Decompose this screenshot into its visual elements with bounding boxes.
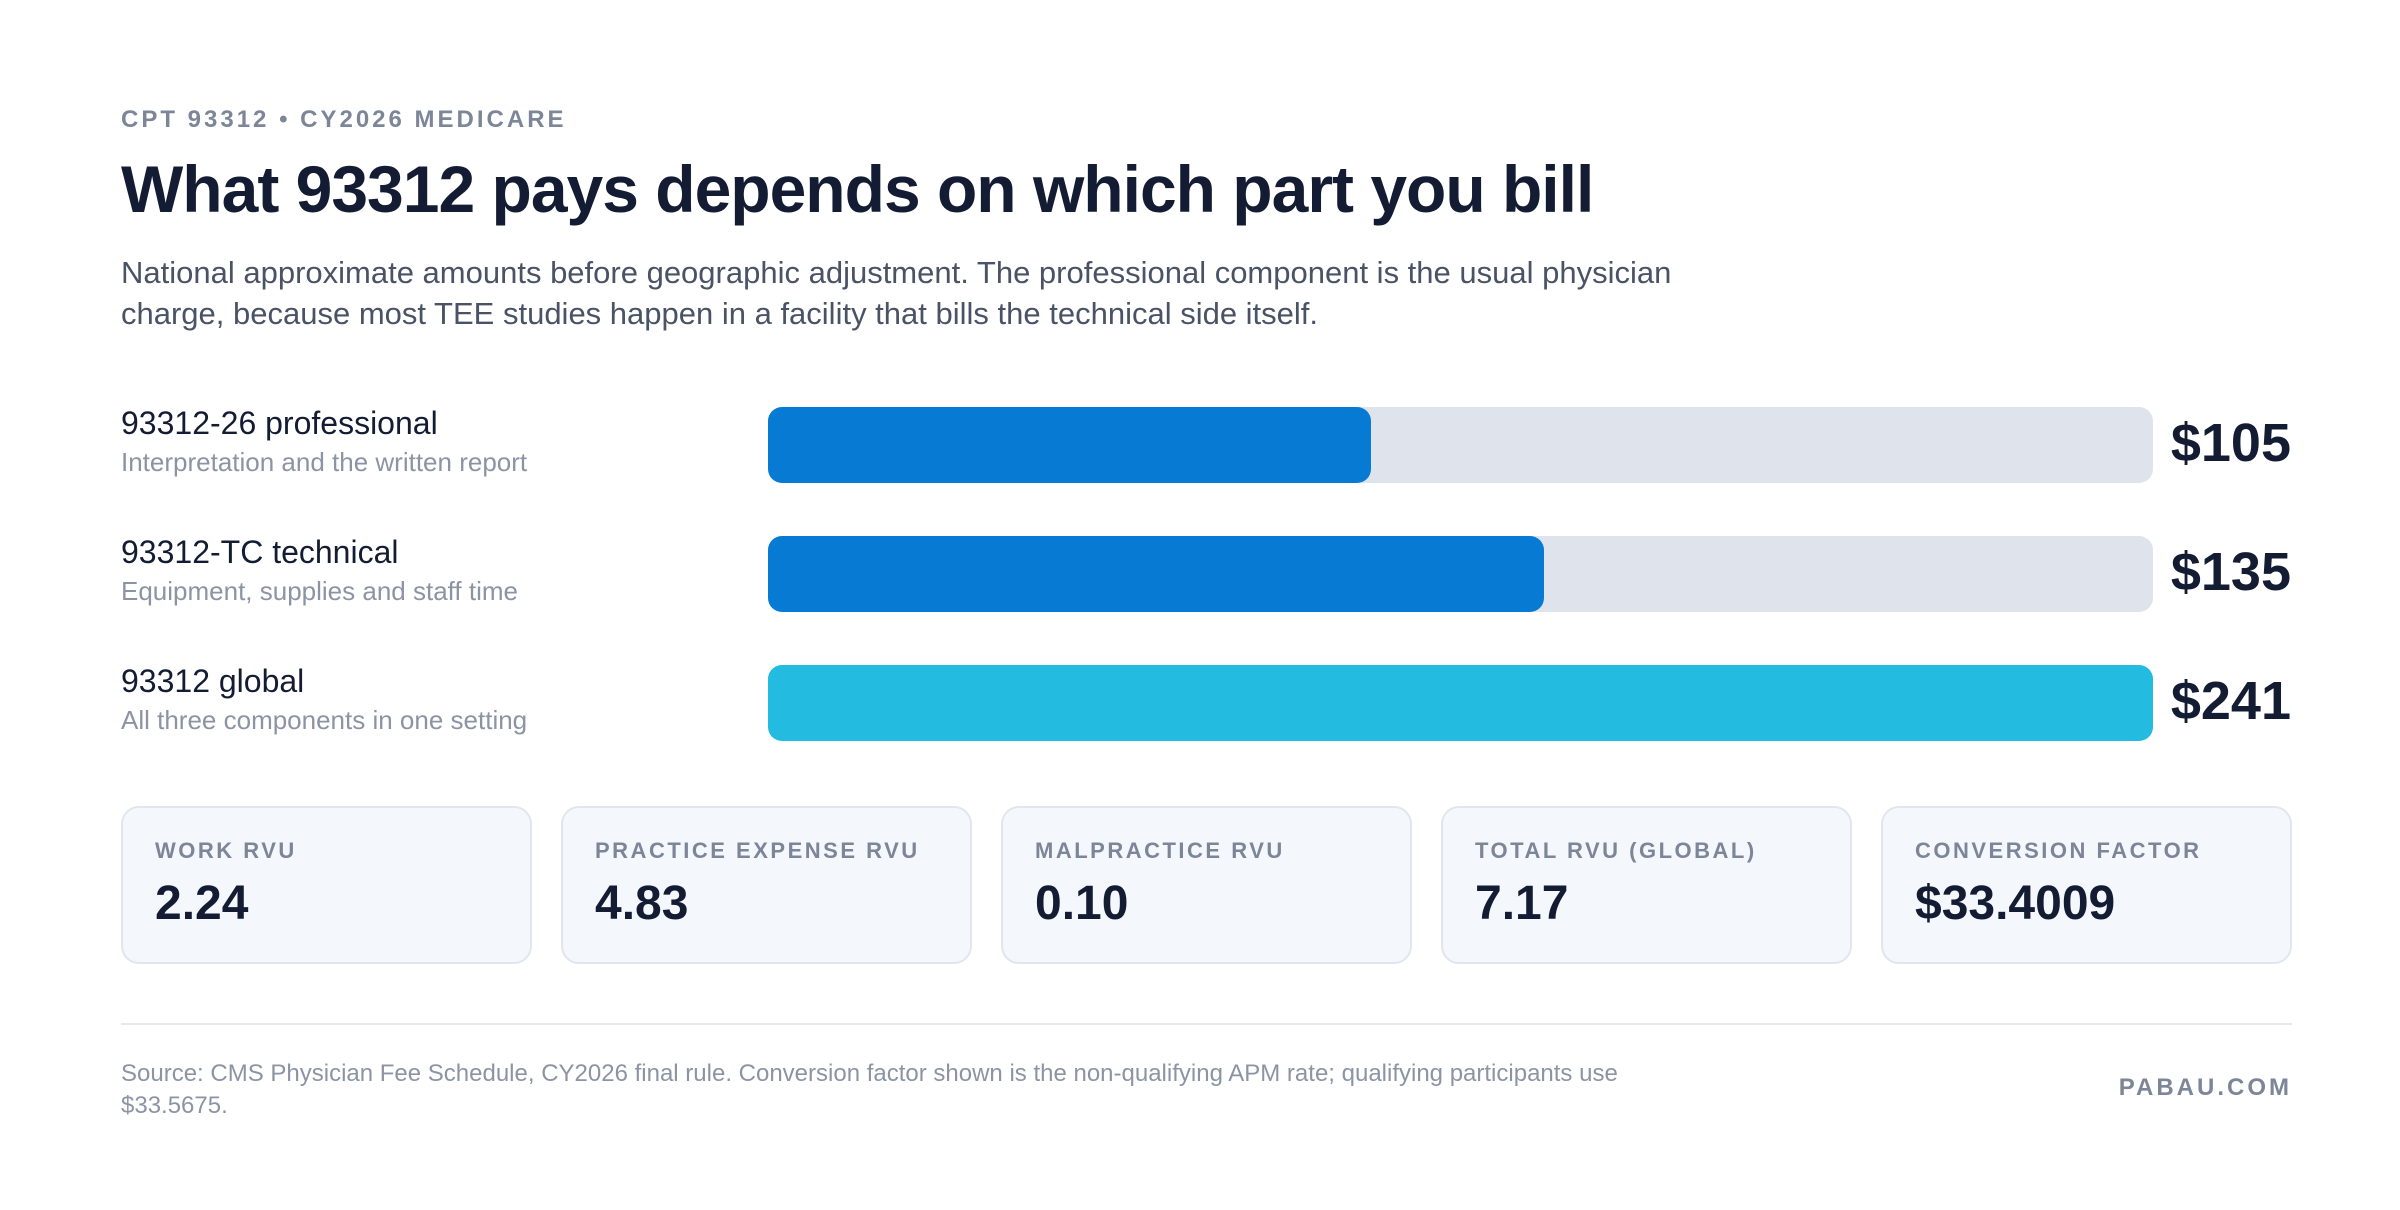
source-note: Source: CMS Physician Fee Schedule, CY20… bbox=[121, 1060, 1618, 1119]
stat-label: CONVERSION FACTOR bbox=[1915, 838, 2202, 863]
stat-card-malpractice-rvu: MALPRACTICE RVU 0.10 bbox=[1001, 806, 1412, 964]
stat-label: MALPRACTICE RVU bbox=[1035, 838, 1285, 863]
stat-card-practice-expense-rvu: PRACTICE EXPENSE RVU 4.83 bbox=[561, 806, 972, 964]
stat-card-total-rvu: TOTAL RVU (GLOBAL) 7.17 bbox=[1441, 806, 1852, 964]
bar-category-label: 93312-26 professional bbox=[121, 405, 438, 441]
stat-card-work-rvu: WORK RVU 2.24 bbox=[121, 806, 532, 964]
bar-row-technical: 93312-TC technical Equipment, supplies a… bbox=[121, 532, 2291, 612]
brand-link[interactable]: PABAU.COM bbox=[2118, 1074, 2292, 1101]
footer-divider bbox=[121, 1023, 2292, 1025]
bar-label-group: 93312-TC technical Equipment, supplies a… bbox=[121, 532, 518, 608]
bar-fill bbox=[768, 665, 2153, 741]
bar-track bbox=[768, 665, 2153, 741]
stat-value: 7.17 bbox=[1475, 877, 1569, 930]
bar-label-group: 93312 global All three components in one… bbox=[121, 661, 527, 737]
bar-fill bbox=[768, 407, 1372, 483]
bar-label-group: 93312-26 professional Interpretation and… bbox=[121, 403, 527, 479]
stat-label: PRACTICE EXPENSE RVU bbox=[595, 838, 920, 863]
stat-label: TOTAL RVU (GLOBAL) bbox=[1475, 838, 1757, 863]
bar-category-label: 93312 global bbox=[121, 663, 305, 699]
bar-value-label: $135 bbox=[2170, 542, 2291, 602]
stat-cards: WORK RVU 2.24 PRACTICE EXPENSE RVU 4.83 … bbox=[121, 806, 2292, 964]
stat-value: 0.10 bbox=[1035, 877, 1129, 930]
bar-row-professional: 93312-26 professional Interpretation and… bbox=[121, 403, 2291, 483]
stat-value: $33.4009 bbox=[1915, 877, 2116, 930]
bar-category-label: 93312-TC technical bbox=[121, 534, 399, 570]
bar-value-label: $105 bbox=[2170, 413, 2291, 473]
stat-label: WORK RVU bbox=[155, 838, 297, 863]
stat-value: 2.24 bbox=[155, 877, 249, 930]
bar-track bbox=[768, 407, 2153, 483]
eyebrow: CPT 93312 • CY2026 MEDICARE bbox=[121, 106, 567, 133]
subtitle: National approximate amounts before geog… bbox=[121, 255, 1672, 331]
bar-description: Equipment, supplies and staff time bbox=[121, 576, 518, 606]
bar-description: Interpretation and the written report bbox=[121, 447, 528, 477]
stat-value: 4.83 bbox=[595, 877, 689, 930]
bar-description: All three components in one setting bbox=[121, 705, 528, 735]
bar-track bbox=[768, 536, 2153, 612]
bar-row-global: 93312 global All three components in one… bbox=[121, 661, 2291, 741]
stat-card-conversion-factor: CONVERSION FACTOR $33.4009 bbox=[1881, 806, 2292, 964]
bar-value-label: $241 bbox=[2170, 671, 2291, 731]
page-title: What 93312 pays depends on which part yo… bbox=[121, 152, 1594, 226]
bar-fill bbox=[768, 536, 1544, 612]
